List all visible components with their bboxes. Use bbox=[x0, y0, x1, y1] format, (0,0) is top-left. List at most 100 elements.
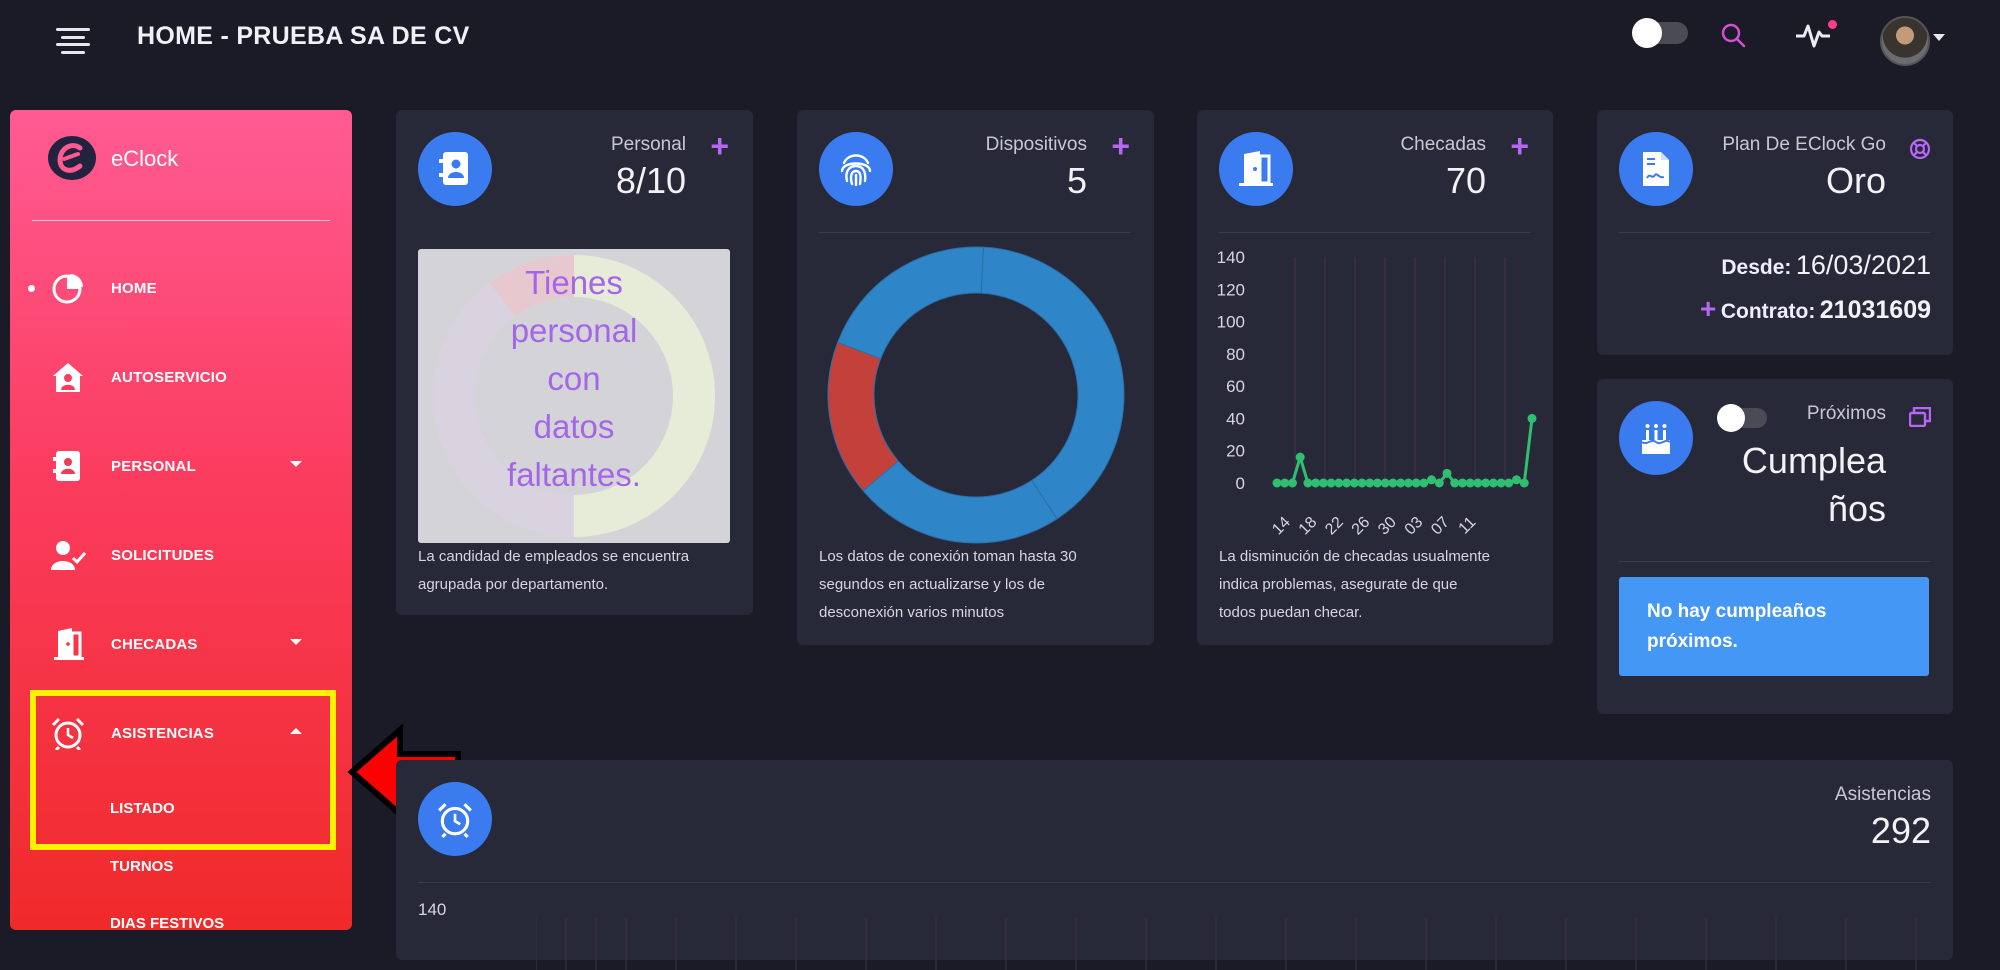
brand-name: eClock bbox=[111, 146, 179, 171]
note-line: Los datos de conexión toman hasta 30 bbox=[819, 548, 1077, 565]
personal-value: 8/10 bbox=[615, 160, 686, 201]
data-point bbox=[1488, 478, 1498, 488]
theme-toggle[interactable] bbox=[1632, 18, 1688, 48]
sidebar-item-asistencias[interactable]: ASISTENCIAS bbox=[10, 708, 352, 758]
data-point bbox=[1272, 478, 1282, 488]
address-book-icon bbox=[439, 152, 468, 185]
sidebar-item-autoservicio[interactable]: AUTOSERVICIO bbox=[10, 352, 352, 402]
data-point bbox=[1427, 475, 1437, 485]
y-tick-label: 120 bbox=[1217, 280, 1245, 299]
data-point bbox=[1295, 452, 1305, 462]
x-tick-label: 14 bbox=[1269, 514, 1294, 539]
card-divider bbox=[1219, 232, 1531, 233]
search-icon[interactable] bbox=[1718, 20, 1748, 50]
sidebar-item-personal[interactable]: PERSONAL bbox=[10, 441, 352, 491]
data-point bbox=[1342, 478, 1352, 488]
data-point bbox=[1450, 478, 1460, 488]
contract-value: 21031609 bbox=[1819, 296, 1931, 324]
sidebar-item-checadas[interactable]: CHECADAS bbox=[10, 619, 352, 669]
x-tick-label: 07 bbox=[1428, 514, 1453, 539]
add-contract-button[interactable]: + bbox=[1700, 293, 1717, 324]
plan-since: Desde: 16/03/2021 bbox=[1721, 250, 1931, 281]
data-point bbox=[1434, 478, 1444, 488]
door-open-icon bbox=[54, 628, 84, 660]
add-check-button[interactable]: + bbox=[1510, 128, 1529, 164]
address-book-icon bbox=[53, 451, 80, 481]
add-device-button[interactable]: + bbox=[1111, 128, 1130, 164]
personal-label: Personal bbox=[611, 134, 686, 155]
message-line: personal bbox=[510, 312, 638, 349]
sidebar-item-label: HOME bbox=[111, 280, 157, 297]
birthdays-toggle[interactable] bbox=[1717, 404, 1767, 432]
data-point bbox=[1519, 478, 1529, 488]
attendance-value: 292 bbox=[1870, 810, 1931, 851]
y-tick-label: 60 bbox=[1226, 377, 1245, 396]
sidebar-item-home[interactable]: HOME bbox=[10, 263, 352, 313]
menu-toggle-icon[interactable] bbox=[56, 28, 90, 54]
data-point bbox=[1527, 413, 1537, 423]
user-avatar[interactable] bbox=[1880, 16, 1930, 66]
birthdays-value: Cumplea ños bbox=[1742, 437, 1886, 533]
checks-note: La disminución de checadas usualmente in… bbox=[1219, 543, 1490, 627]
birthday-cake-icon bbox=[1641, 424, 1671, 454]
sidebar-item-solicitudes[interactable]: SOLICITUDES bbox=[10, 530, 352, 580]
data-point bbox=[1442, 468, 1452, 478]
attendance-card-icon bbox=[418, 782, 492, 856]
data-point bbox=[1311, 478, 1321, 488]
window-restore-icon[interactable] bbox=[1909, 407, 1931, 427]
data-point bbox=[1411, 478, 1421, 488]
donut-slice-2 bbox=[827, 341, 899, 492]
x-tick-label: 03 bbox=[1402, 514, 1427, 539]
sidebar-item-label: CHECADAS bbox=[111, 636, 198, 653]
eclock-logo bbox=[48, 136, 96, 180]
donut-slice-3 bbox=[837, 246, 984, 360]
x-tick-label: 22 bbox=[1322, 514, 1347, 539]
message-line: datos bbox=[533, 408, 615, 445]
data-point bbox=[1365, 478, 1375, 488]
message-line: con bbox=[547, 360, 601, 397]
data-point bbox=[1465, 478, 1475, 488]
plan-label: Plan De EClock Go bbox=[1722, 134, 1886, 155]
sidebar-subitem-turnos[interactable]: TURNOS bbox=[110, 858, 174, 875]
note-line: indica problemas, asegurate de que bbox=[1219, 576, 1458, 593]
checks-value: 70 bbox=[1445, 160, 1486, 201]
add-personal-button[interactable]: + bbox=[710, 128, 729, 164]
plan-card: Plan De EClock Go Oro Desde: 16/03/2021 … bbox=[1597, 110, 1953, 355]
devices-card-icon bbox=[819, 132, 893, 206]
pie-chart-icon bbox=[52, 274, 83, 304]
sidebar-subitem-dias-festivos[interactable]: DIAS FESTIVOS bbox=[110, 915, 225, 930]
data-point bbox=[1326, 478, 1336, 488]
contract-label: Contrato: bbox=[1720, 300, 1816, 323]
devices-card: Dispositivos + 5 Los datos de conexión t… bbox=[797, 110, 1154, 645]
checks-series-line bbox=[1277, 418, 1534, 486]
top-bar: HOME - PRUEBA SA DE CV bbox=[0, 0, 2000, 80]
since-label: Desde: bbox=[1721, 256, 1792, 279]
x-tick-label: 11 bbox=[1456, 514, 1480, 538]
value-line: Cumplea bbox=[1741, 440, 1886, 481]
sidebar-subitem-listado[interactable]: LISTADO bbox=[110, 800, 175, 817]
birthdays-card: Próximos Cumplea ños No hay cumpleaños p… bbox=[1597, 379, 1953, 714]
devices-label: Dispositivos bbox=[985, 134, 1087, 155]
house-user-icon bbox=[53, 363, 83, 392]
note-line: desconexión varios minutos bbox=[819, 604, 1005, 621]
data-point bbox=[1504, 478, 1514, 488]
alert-line: No hay cumpleaños bbox=[1647, 601, 1827, 622]
donut-slice-0 bbox=[980, 246, 1125, 520]
devices-value: 5 bbox=[1066, 160, 1087, 201]
card-divider bbox=[819, 232, 1131, 233]
data-point bbox=[1334, 478, 1344, 488]
chevron-down-icon[interactable] bbox=[1933, 34, 1945, 41]
alarm-clock-icon bbox=[438, 803, 472, 838]
data-point bbox=[1512, 475, 1522, 485]
devices-note: Los datos de conexión toman hasta 30 seg… bbox=[819, 543, 1077, 627]
lifebuoy-icon[interactable] bbox=[1909, 138, 1931, 160]
sidebar-item-label: PERSONAL bbox=[111, 458, 196, 475]
attendance-axis-tick: 140 bbox=[418, 900, 447, 919]
active-indicator bbox=[28, 285, 35, 292]
data-point bbox=[1403, 478, 1413, 488]
missing-data-panel: Tienes personal con datos faltantes. bbox=[418, 249, 730, 543]
activity-pulse-icon[interactable] bbox=[1794, 20, 1834, 50]
checks-card: Checadas + 70 140 120 100 80 60 40 20 0 14 18 22 26… bbox=[1197, 110, 1553, 645]
highlight-box bbox=[30, 690, 336, 850]
door-open-icon bbox=[1239, 151, 1273, 186]
